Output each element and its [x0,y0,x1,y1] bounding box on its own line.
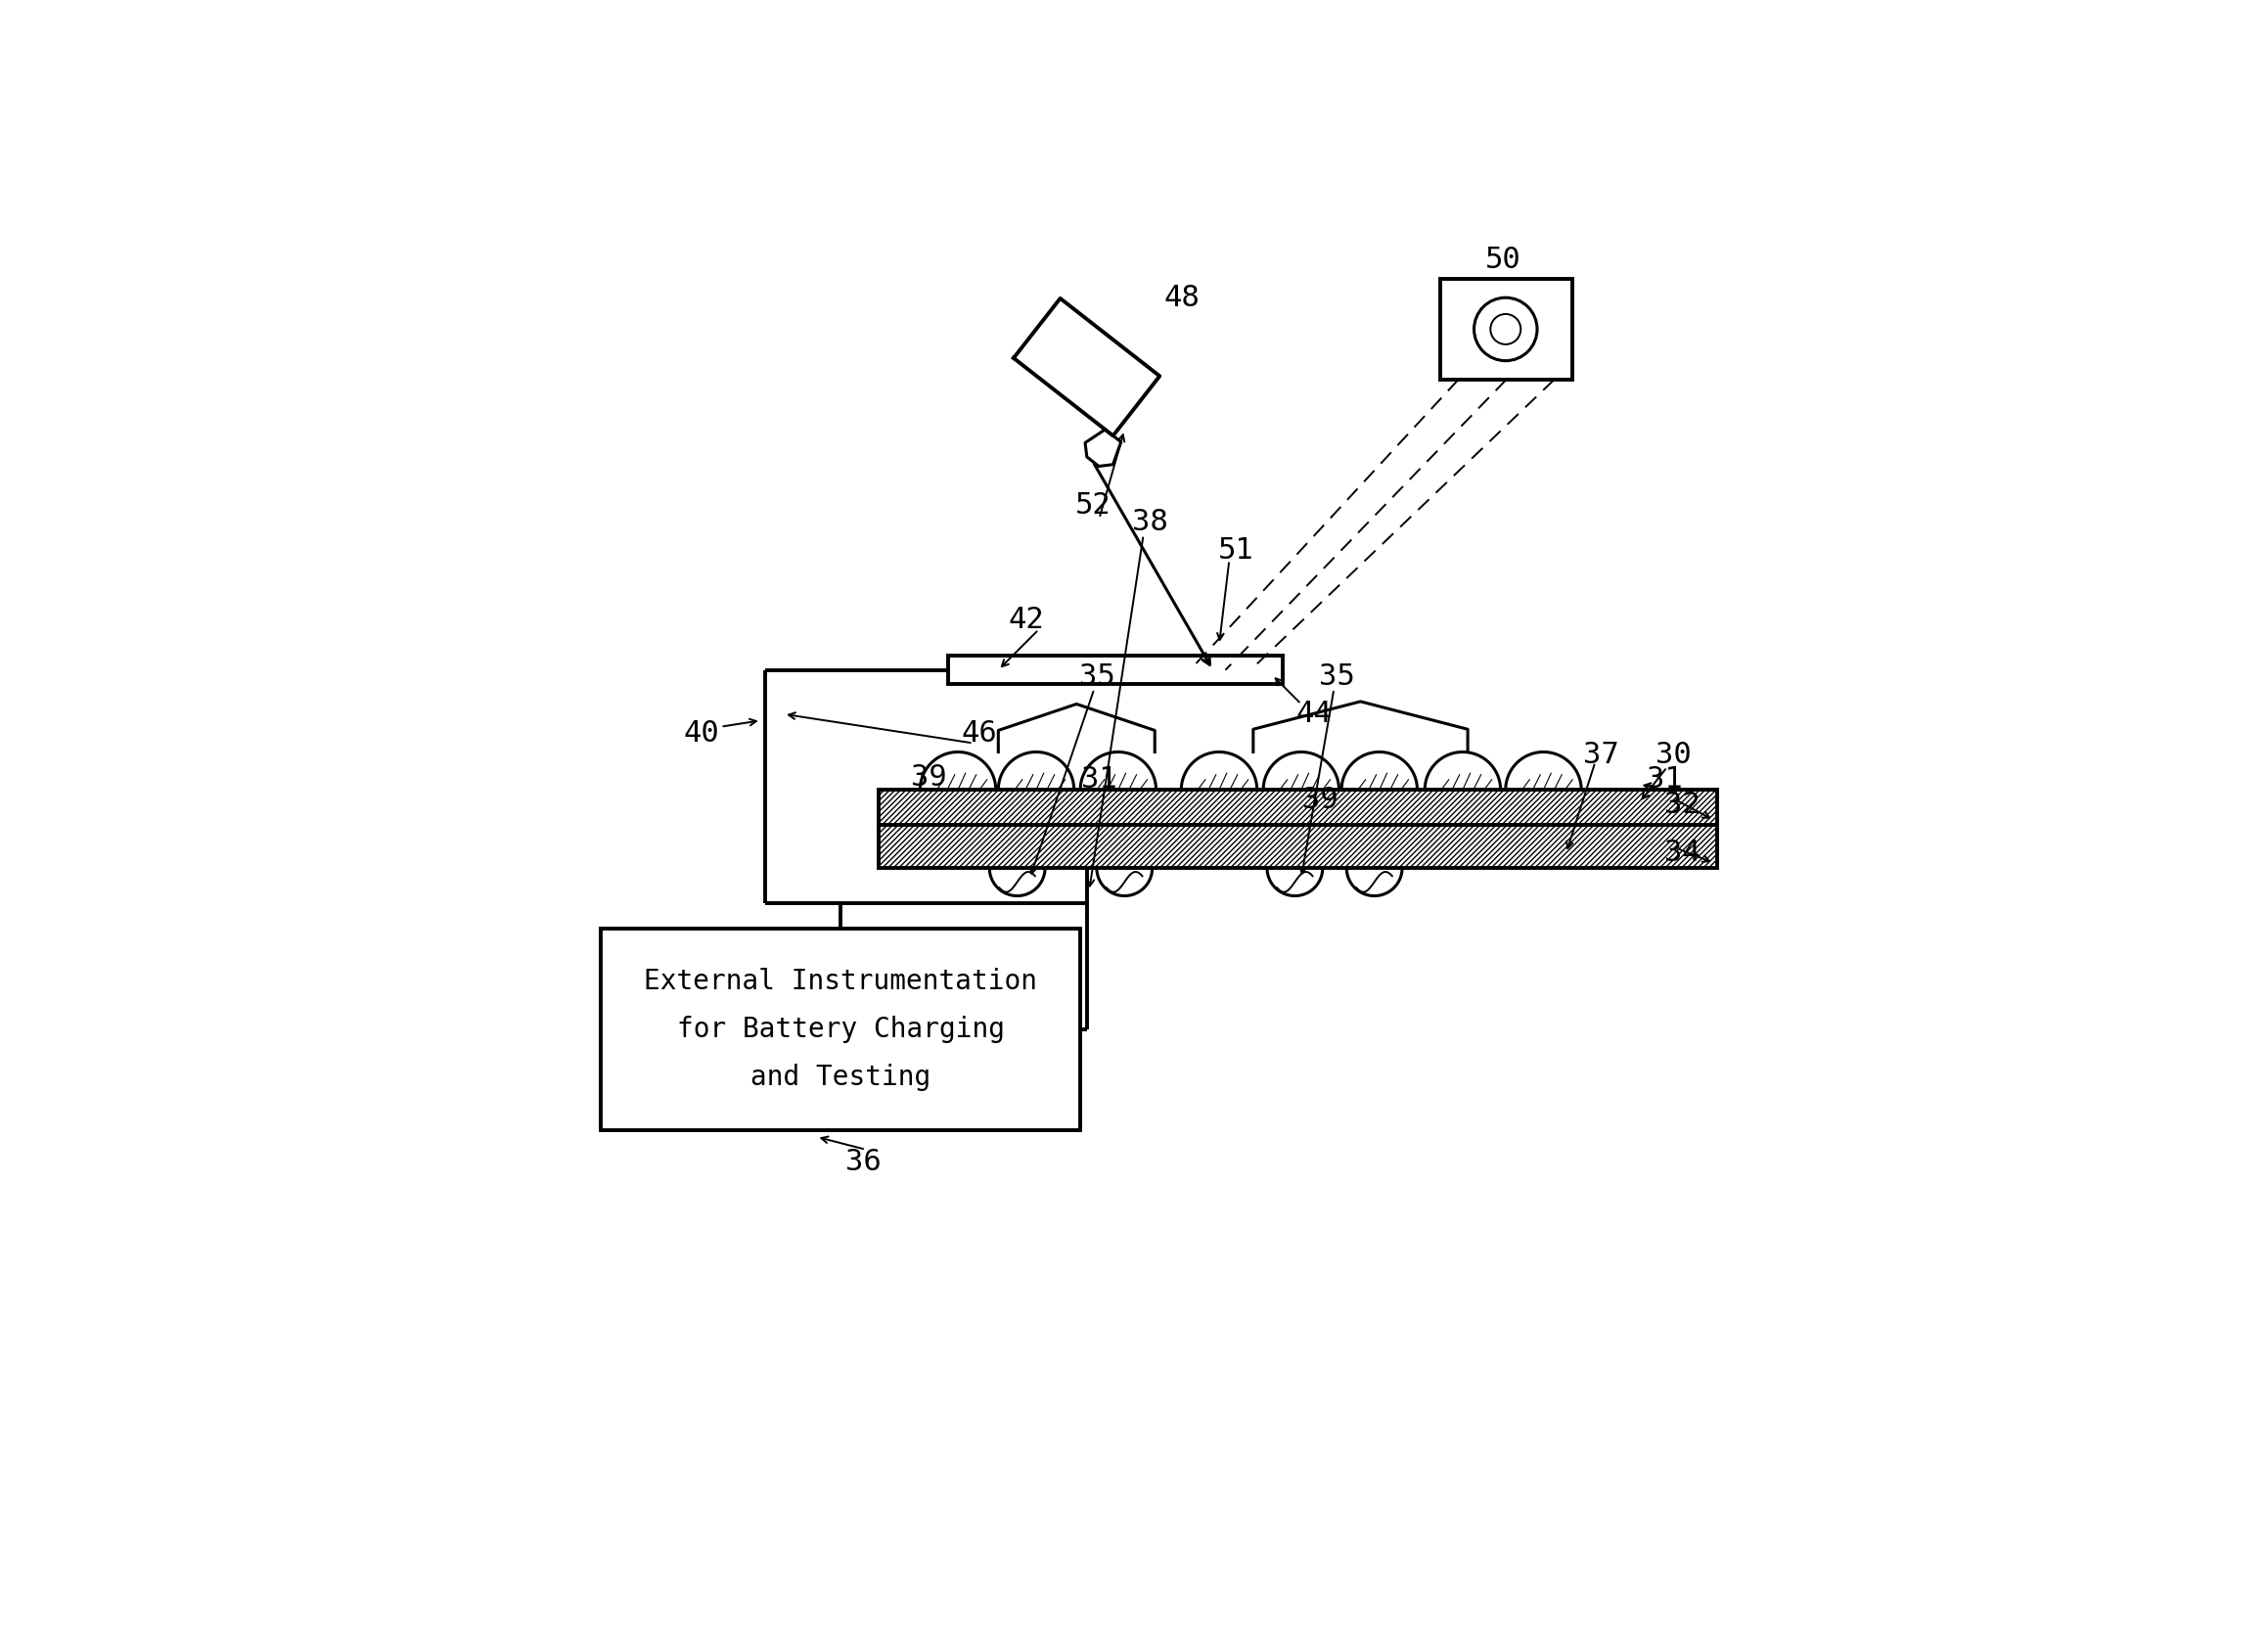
Text: for Battery Charging: for Battery Charging [676,1016,1005,1044]
Text: 35: 35 [1318,662,1354,690]
Text: 42: 42 [1007,605,1043,634]
Text: 36: 36 [846,1147,882,1177]
Text: 30: 30 [1656,741,1692,769]
Text: 32: 32 [1665,790,1701,820]
Text: 52: 52 [1075,492,1111,520]
Text: External Instrumentation: External Instrumentation [644,969,1036,995]
Text: 39: 39 [1302,785,1338,815]
Bar [1440,279,1572,380]
Text: 37: 37 [1583,741,1619,769]
Text: 39: 39 [912,764,946,792]
Text: and Testing: and Testing [751,1064,930,1092]
Bar [878,824,1717,869]
Text: 44: 44 [1295,700,1331,728]
Text: 35: 35 [1080,662,1114,690]
Text: 31: 31 [1647,765,1683,793]
Text: 34: 34 [1665,839,1701,867]
Bar [878,790,1717,824]
Bar [601,929,1080,1131]
Text: 50: 50 [1486,246,1522,274]
Text: 46: 46 [962,720,998,747]
Text: 31: 31 [1082,765,1118,793]
Bar [948,656,1281,683]
Text: 40: 40 [683,720,719,747]
Text: 51: 51 [1218,536,1254,564]
Text: 48: 48 [1163,284,1200,311]
Text: 38: 38 [1132,508,1168,536]
